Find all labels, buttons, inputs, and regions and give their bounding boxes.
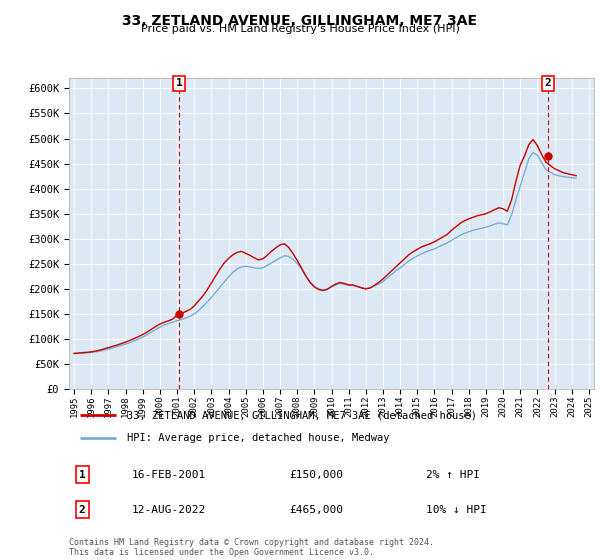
Text: Price paid vs. HM Land Registry's House Price Index (HPI): Price paid vs. HM Land Registry's House … [140, 24, 460, 34]
Text: 2: 2 [79, 505, 86, 515]
Text: £150,000: £150,000 [290, 470, 343, 479]
Text: 2: 2 [545, 78, 551, 88]
Text: 2% ↑ HPI: 2% ↑ HPI [426, 470, 480, 479]
Text: HPI: Average price, detached house, Medway: HPI: Average price, detached house, Medw… [127, 433, 389, 443]
Text: 33, ZETLAND AVENUE, GILLINGHAM, ME7 3AE (detached house): 33, ZETLAND AVENUE, GILLINGHAM, ME7 3AE … [127, 410, 477, 421]
Text: 1: 1 [79, 470, 86, 479]
Text: 1: 1 [176, 78, 182, 88]
Text: 16-FEB-2001: 16-FEB-2001 [132, 470, 206, 479]
Text: 10% ↓ HPI: 10% ↓ HPI [426, 505, 487, 515]
Text: 33, ZETLAND AVENUE, GILLINGHAM, ME7 3AE: 33, ZETLAND AVENUE, GILLINGHAM, ME7 3AE [122, 14, 478, 28]
Text: 12-AUG-2022: 12-AUG-2022 [132, 505, 206, 515]
Text: Contains HM Land Registry data © Crown copyright and database right 2024.
This d: Contains HM Land Registry data © Crown c… [69, 538, 434, 557]
Text: £465,000: £465,000 [290, 505, 343, 515]
